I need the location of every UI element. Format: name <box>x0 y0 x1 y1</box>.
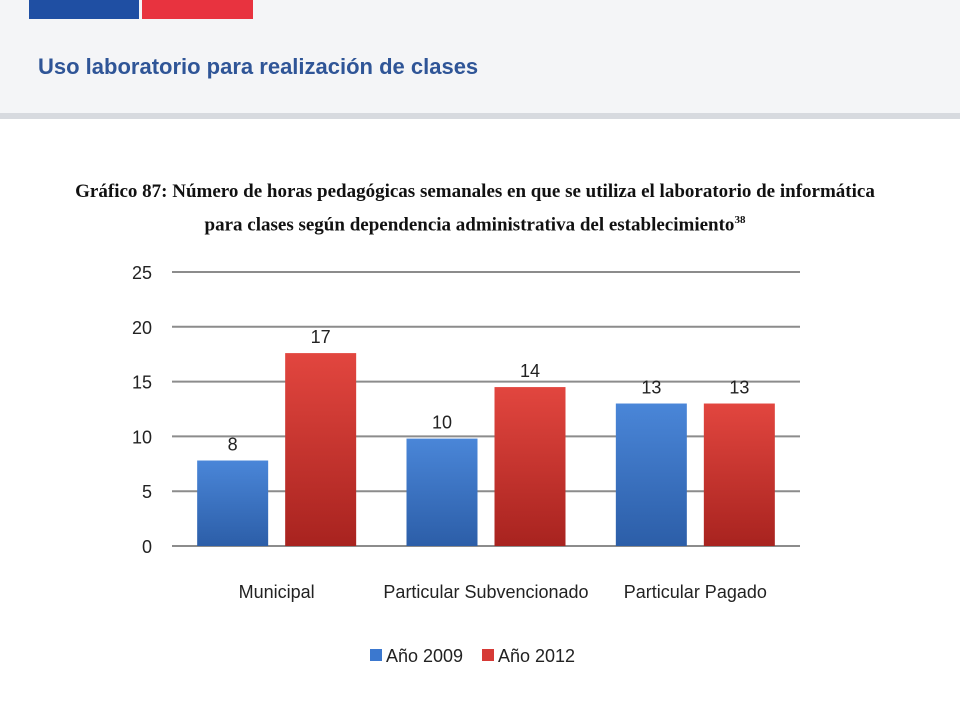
bar <box>285 353 357 546</box>
y-tick-label: 15 <box>132 373 152 393</box>
data-label: 17 <box>311 327 331 347</box>
legend-label: Año 2012 <box>498 646 575 666</box>
legend-swatch <box>482 649 494 661</box>
bar <box>494 387 566 546</box>
data-label: 13 <box>641 378 661 398</box>
bar <box>703 403 775 546</box>
grid-layer: 0 5 10 15 20 25 <box>132 263 800 557</box>
x-tick-label: Particular Subvencionado <box>383 582 588 602</box>
chart-title-footnote: 38 <box>734 214 746 226</box>
bar <box>197 460 269 546</box>
data-label: 8 <box>228 435 238 455</box>
data-label: 14 <box>520 361 540 381</box>
y-tick-label: 5 <box>142 482 152 502</box>
x-tick-label: Municipal <box>239 582 315 602</box>
chart-title-line-1: Gráfico 87: Número de horas pedagógicas … <box>75 181 875 202</box>
page-title: Uso laboratorio para realización de clas… <box>38 54 479 79</box>
chart-title: Gráfico 87: Número de horas pedagógicas … <box>40 178 910 239</box>
y-tick-label: 10 <box>132 427 152 447</box>
y-tick-label: 20 <box>132 318 152 338</box>
bar <box>406 438 478 546</box>
legend-layer: Año 2009 Año 2012 <box>370 646 575 666</box>
header-divider <box>0 113 960 119</box>
header-bar: Uso laboratorio para realización de clas… <box>0 0 960 113</box>
data-label: 13 <box>729 378 749 398</box>
flag-blue-stripe <box>29 0 139 19</box>
flag-red-stripe <box>142 0 253 19</box>
y-tick-label: 0 <box>142 537 152 557</box>
legend-swatch <box>370 649 382 661</box>
chart-container: Gráfico 87: Número de horas pedagógicas … <box>40 170 910 690</box>
chart-title-line-2: para clases según dependencia administra… <box>204 214 735 236</box>
bar-chart: 0 5 10 15 20 25 8 17 Municipal 10 14 Particular Su… <box>132 263 800 666</box>
bar <box>615 403 687 546</box>
data-label: 10 <box>432 413 452 433</box>
y-tick-label: 25 <box>132 263 152 283</box>
legend-label: Año 2009 <box>386 646 463 666</box>
label-layer: 8 17 Municipal 10 14 Particular Subvencionado… <box>228 327 767 602</box>
bar-layer <box>197 353 775 546</box>
x-tick-label: Particular Pagado <box>624 582 767 602</box>
